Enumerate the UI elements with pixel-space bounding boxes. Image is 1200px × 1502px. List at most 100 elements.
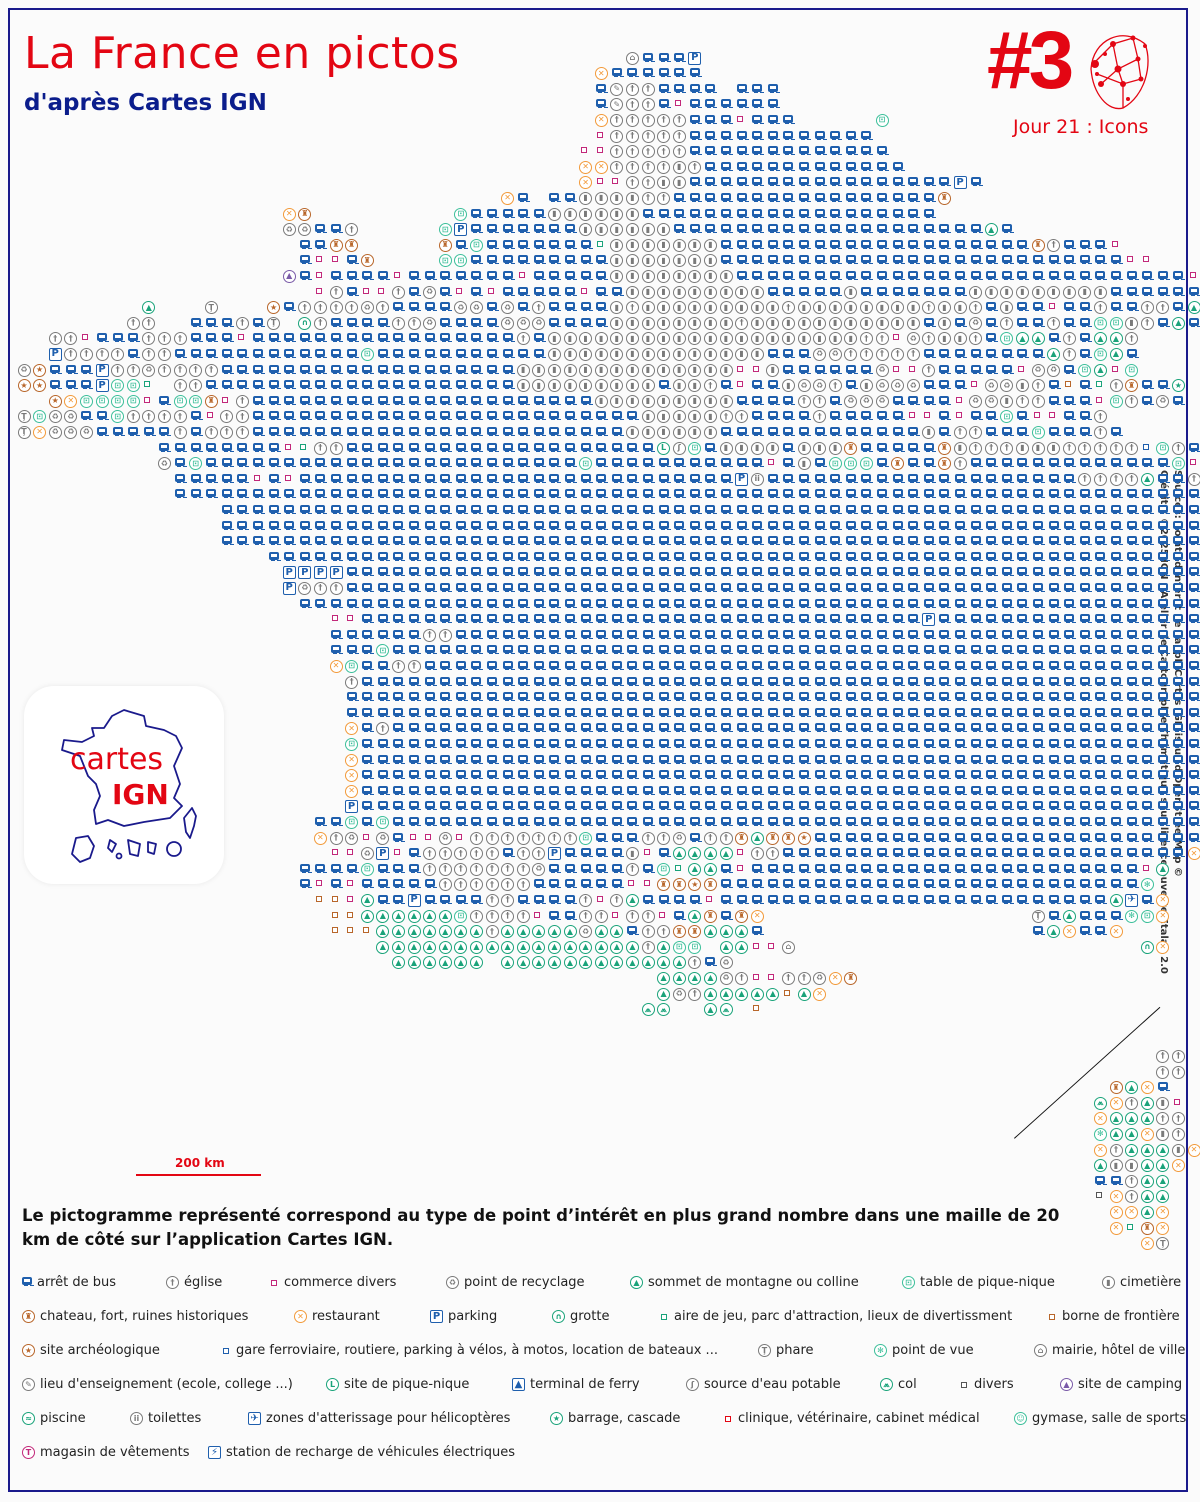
bus-icon (923, 395, 934, 407)
shop-square-icon (1189, 271, 1196, 278)
bus-icon (986, 863, 997, 875)
bus-icon (596, 286, 607, 298)
bus-icon (502, 816, 513, 828)
bus-icon (1173, 598, 1184, 610)
recycle-icon: ♻ (969, 316, 983, 330)
bus-icon (1126, 707, 1137, 719)
bus-icon (674, 520, 685, 532)
bus-icon (455, 692, 466, 703)
bus-icon (1079, 770, 1090, 781)
bus-icon (1157, 692, 1168, 703)
bus-icon (377, 270, 388, 282)
mountain-peak-icon: ▲ (1156, 1143, 1170, 1157)
bus-icon (643, 894, 653, 906)
mountain-peak-icon: ▲ (579, 956, 593, 970)
bus-icon (1033, 879, 1043, 890)
bus-icon (299, 333, 310, 344)
bus-icon (955, 660, 965, 672)
church-cross-icon: † (173, 363, 187, 377)
bus-icon (502, 442, 513, 454)
bus-icon (533, 442, 544, 454)
legend-item-mountain-pass: ⩕ col (880, 1377, 917, 1392)
bus-icon (596, 302, 607, 313)
cutlery-icon: ✕ (1187, 1143, 1200, 1157)
tombstone-icon: ▮ (703, 410, 717, 424)
bus-icon (237, 504, 248, 516)
recycle-icon: ♻ (859, 394, 873, 408)
bus-icon (1001, 520, 1012, 532)
bus-icon (1173, 395, 1184, 407)
church-cross-icon: † (641, 191, 655, 205)
bus-icon (362, 754, 373, 766)
bus-icon (955, 520, 965, 532)
cutlery-icon: ✕ (345, 753, 359, 767)
bus-icon (845, 536, 856, 547)
bus-icon (783, 676, 794, 688)
tombstone-icon: ▮ (516, 363, 530, 377)
bus-icon (830, 707, 841, 719)
bus-icon (1064, 879, 1075, 890)
bus-icon (1095, 754, 1106, 766)
bus-icon (1017, 816, 1028, 828)
bus-icon (955, 676, 965, 688)
bus-icon (721, 426, 731, 438)
bus-icon (939, 270, 950, 282)
bus-icon (1173, 302, 1184, 313)
bus-icon (97, 333, 107, 344)
bus-icon (1033, 660, 1043, 672)
bus-icon (1048, 333, 1059, 344)
bus-icon (1017, 770, 1028, 781)
bus-icon (705, 177, 716, 188)
church-cross-icon: † (922, 301, 936, 315)
church-cross-icon: † (438, 878, 452, 892)
bus-icon (455, 567, 466, 578)
tombstone-icon: ▮ (703, 316, 717, 330)
bus-icon (1111, 598, 1121, 610)
bus-icon (487, 723, 497, 734)
bus-icon (908, 442, 919, 454)
bus-icon (1033, 723, 1043, 734)
bus-icon (409, 598, 419, 610)
bus-icon (736, 692, 747, 703)
bus-icon (487, 645, 497, 656)
bus-icon (362, 458, 373, 469)
bus-icon (440, 692, 451, 703)
castle-icon: ♜ (844, 971, 858, 985)
church-cross-icon: † (984, 441, 998, 455)
bus-icon (471, 520, 482, 532)
bus-icon (549, 614, 560, 625)
cutlery-icon: ✕ (1062, 925, 1076, 939)
bus-icon (814, 255, 825, 266)
water-tap-icon: ʃ (686, 1378, 699, 1391)
recycle-icon: ♻ (906, 379, 920, 393)
shop-square-icon (737, 381, 744, 388)
bus-icon (861, 426, 872, 438)
mountain-peak-icon: ▲ (1140, 472, 1154, 486)
bus-icon (331, 629, 341, 641)
shop-square-icon (737, 864, 744, 871)
bus-icon (1126, 676, 1137, 688)
bus-icon (845, 270, 856, 282)
bus-icon (424, 738, 435, 750)
church-cross-icon: † (423, 847, 437, 861)
bus-icon (736, 458, 747, 469)
bus-icon (487, 473, 497, 485)
bus-icon (861, 504, 872, 516)
bus-icon (752, 395, 763, 407)
picnic-table-icon: ⊡ (126, 379, 140, 393)
bus-icon (627, 645, 638, 656)
bus-icon (767, 114, 778, 126)
bus-icon (986, 614, 997, 625)
bus-icon (830, 536, 841, 547)
bus-icon (627, 551, 638, 563)
bus-icon (1064, 832, 1075, 844)
bus-icon (1157, 567, 1168, 578)
tombstone-icon: ▮ (657, 285, 671, 299)
bus-icon (939, 504, 950, 516)
shop-square-icon (378, 287, 385, 294)
church-cross-icon: † (142, 347, 156, 361)
church-cross-icon: † (1171, 441, 1185, 455)
bus-icon (440, 348, 451, 360)
bus-icon (1017, 848, 1028, 859)
church-cross-icon: † (719, 831, 733, 845)
